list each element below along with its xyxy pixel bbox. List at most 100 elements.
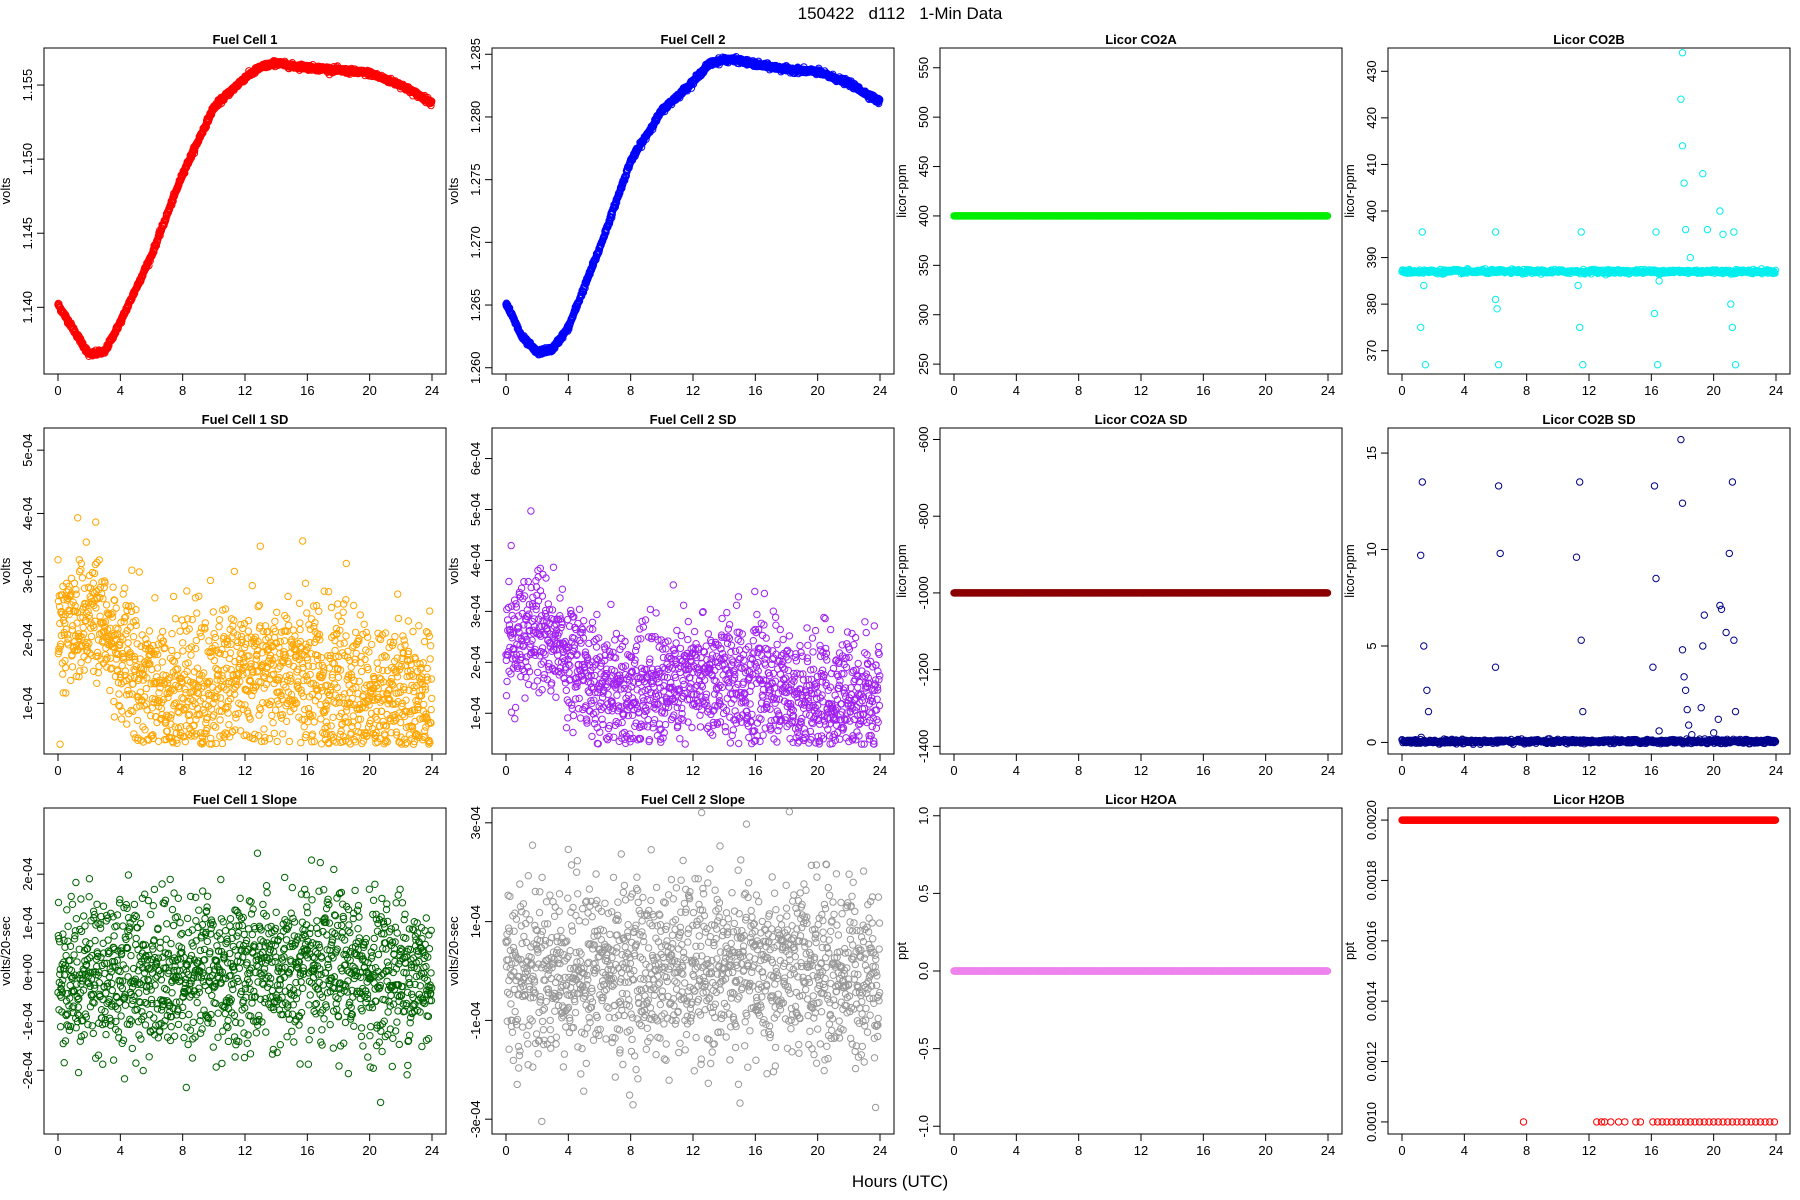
x-tick-label: 8: [627, 383, 634, 398]
data-point: [67, 676, 75, 685]
data-points: [950, 212, 1332, 220]
data-point: [1574, 281, 1582, 290]
data-point: [115, 690, 123, 698]
data-point: [109, 583, 117, 591]
y-tick-label: 450: [916, 156, 931, 178]
data-point: [133, 716, 142, 725]
y-tick-label: 1.145: [20, 217, 35, 250]
data-point: [77, 659, 85, 667]
chart-panel-1: Fuel Cell 10 4 8 12 16 20 241.1401.1451.1501.1…: [0, 32, 447, 398]
y-tick-label: 5e-04: [20, 434, 35, 467]
data-point: [145, 627, 154, 635]
y-tick-label: 390: [1364, 247, 1379, 269]
x-tick-label: 0: [950, 383, 957, 398]
data-point: [114, 625, 122, 633]
data-point: [128, 566, 136, 574]
data-point: [1421, 361, 1430, 369]
data-point: [1655, 277, 1663, 285]
data-point: [112, 604, 120, 612]
y-tick-label: 2e-04: [20, 623, 35, 656]
x-tick-label: 12: [1582, 383, 1596, 398]
data-point: [124, 686, 132, 695]
data-point: [168, 646, 176, 655]
y-tick-label: 430: [1364, 60, 1379, 82]
y-tick-label: 400: [1364, 200, 1379, 222]
figure-title: 150422 d112 1-Min Data: [797, 4, 1003, 23]
x-tick-label: 0: [502, 383, 509, 398]
data-point: [171, 615, 180, 623]
data-point: [93, 679, 101, 687]
chart-panel-5: Fuel Cell 1 SD0 4 8 12 16 20 241e-042e-043e-04…: [0, 412, 447, 778]
data-point: [154, 737, 163, 745]
data-point: [156, 231, 164, 240]
data-point: [1493, 305, 1501, 313]
data-point: [179, 639, 187, 647]
data-point: [1677, 95, 1685, 103]
data-point: [1680, 179, 1688, 187]
data-point: [1494, 361, 1503, 369]
data-point: [151, 594, 159, 602]
x-tick-label: 20: [1706, 383, 1720, 398]
chart-title: Licor CO2A: [1105, 32, 1177, 47]
data-point: [179, 647, 187, 655]
x-tick-label: 4: [117, 763, 124, 778]
data-point: [70, 579, 79, 587]
data-point: [1678, 49, 1687, 57]
data-point: [1703, 225, 1712, 234]
data-point: [1653, 361, 1662, 369]
data-point: [80, 666, 88, 674]
data-point: [168, 201, 176, 209]
data-point: [170, 658, 179, 666]
y-tick-label: 1.285: [468, 38, 483, 71]
y-tick-label: 410: [1364, 154, 1379, 176]
data-point: [78, 574, 87, 582]
y-axis-label: volts: [0, 557, 13, 584]
data-point: [121, 667, 130, 675]
data-point: [1731, 361, 1740, 369]
data-point: [1716, 207, 1724, 215]
x-tick-label: 4: [117, 383, 124, 398]
data-point: [173, 651, 181, 660]
data-point: [118, 316, 126, 325]
chart-title: Fuel Cell 1: [212, 32, 277, 47]
data-points: [54, 514, 436, 748]
y-tick-label: 3e-04: [20, 560, 35, 593]
data-point: [158, 658, 167, 666]
data-point: [1491, 228, 1500, 236]
x-tick-label: 16: [1644, 383, 1658, 398]
data-point: [138, 631, 146, 639]
x-tick-label: 8: [179, 383, 186, 398]
data-point: [176, 627, 184, 635]
y-axis-label: volts: [446, 177, 461, 204]
y-tick-label: 1.140: [20, 291, 35, 324]
data-point: [1730, 228, 1738, 236]
x-tick-label: 24: [425, 763, 439, 778]
x-tick-label: 12: [1134, 383, 1148, 398]
y-tick-label: 1.280: [468, 101, 483, 134]
y-tick-label: 1.260: [468, 351, 483, 384]
x-tick-label: 20: [810, 383, 824, 398]
plot-frame: [491, 47, 895, 375]
x-tick-label: 0: [1398, 383, 1405, 398]
data-point: [1417, 323, 1425, 332]
data-point: [1650, 309, 1659, 318]
data-point: [1577, 228, 1585, 236]
y-tick-label: 380: [1364, 293, 1379, 315]
x-tick-label: 24: [1321, 383, 1335, 398]
y-tick-label: 1.270: [468, 226, 483, 259]
data-point: [102, 601, 111, 609]
data-point: [68, 663, 77, 671]
data-point: [124, 639, 132, 647]
chart-title: Fuel Cell 1 SD: [202, 412, 289, 427]
data-point: [1579, 361, 1587, 369]
x-tick-label: 12: [238, 383, 252, 398]
y-tick-label: 500: [916, 106, 931, 128]
data-point: [74, 514, 82, 522]
data-point: [92, 518, 100, 526]
y-axis-label: licor-ppm: [894, 164, 909, 217]
data-point: [1418, 228, 1427, 236]
data-point: [110, 713, 119, 721]
data-point: [54, 556, 62, 564]
